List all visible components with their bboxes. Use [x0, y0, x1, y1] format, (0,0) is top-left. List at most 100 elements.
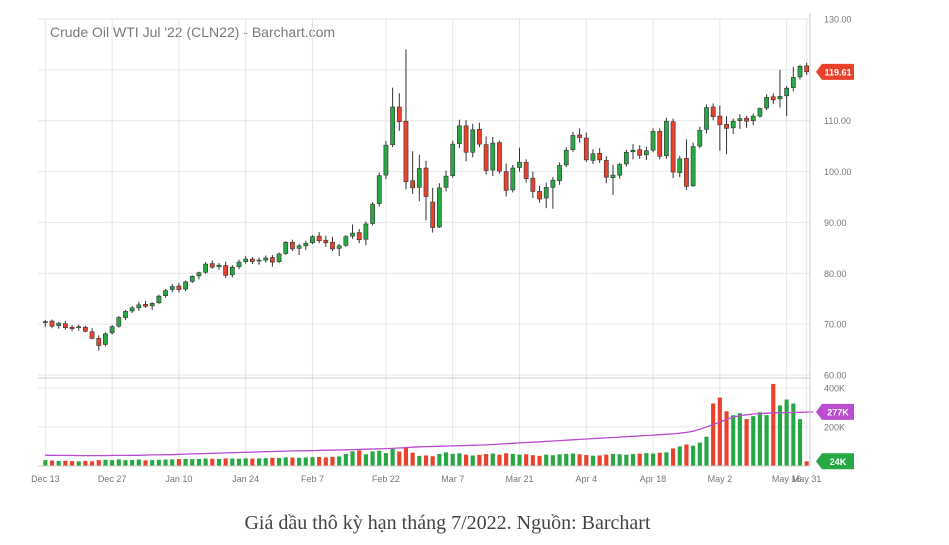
candle-body: [690, 146, 696, 187]
volume-bar: [751, 416, 756, 466]
volume-bar: [484, 454, 489, 466]
candle-body: [156, 295, 162, 304]
candle-body: [677, 158, 683, 173]
volume-bar: [731, 415, 736, 466]
candle-body: [570, 135, 576, 151]
candle-body: [243, 258, 249, 262]
volume-bar: [423, 455, 429, 466]
candle-body: [249, 258, 255, 262]
candle-body: [376, 175, 382, 204]
volume-bar: [236, 458, 242, 466]
candle-body: [450, 143, 456, 176]
price-tick-label: 100.00: [824, 167, 852, 177]
candle-body: [136, 304, 142, 309]
volume-bar: [657, 452, 662, 466]
volume-bar: [644, 453, 649, 466]
volume-bar: [330, 456, 335, 466]
candle-body: [336, 245, 342, 249]
volume-bar: [123, 460, 128, 466]
volume-bar: [684, 444, 689, 466]
volume-bar: [417, 455, 422, 466]
candle-body: [517, 162, 522, 168]
volume-bar: [130, 459, 135, 466]
candle-body: [229, 266, 235, 276]
candle-body: [757, 108, 763, 117]
volume-bar: [617, 454, 622, 466]
x-tick-label: Feb 22: [372, 474, 400, 484]
volume-bar: [383, 453, 389, 466]
volume-bar: [337, 456, 342, 466]
candle-body: [510, 167, 516, 191]
candle-body: [423, 167, 429, 197]
volume-bar: [650, 453, 656, 466]
candle-body: [169, 286, 175, 290]
candle-body: [42, 321, 48, 323]
volume-bar: [691, 445, 696, 466]
x-tick-label: Jan 10: [165, 474, 192, 484]
volume-bar: [630, 454, 636, 466]
candle-body: [183, 281, 188, 290]
candle-body: [777, 96, 783, 100]
candle-body: [477, 129, 482, 145]
volume-bar: [517, 454, 522, 466]
volume-bar: [777, 405, 783, 466]
candle-body: [236, 261, 242, 267]
volume-bar: [317, 457, 322, 466]
volume-bar: [256, 458, 262, 466]
candle-body: [490, 142, 496, 171]
candle-body: [76, 326, 82, 329]
volume-bar: [357, 450, 362, 466]
candle-body: [143, 304, 148, 307]
candle-body: [163, 290, 168, 296]
price-volume-chart: Crude Oil WTI Jul '22 (CLN22) - Barchart…: [31, 13, 854, 484]
candle-body: [396, 106, 402, 123]
candle-body: [770, 96, 776, 101]
candle-body: [223, 265, 229, 276]
volume-bar: [764, 415, 769, 466]
volume-bar: [323, 457, 328, 466]
volume-bar: [69, 461, 75, 466]
volume-bar: [637, 453, 642, 466]
candle-body: [63, 323, 68, 329]
volume-bar: [303, 457, 308, 466]
candle-body: [543, 187, 549, 199]
volume-bar: [183, 458, 188, 466]
chart-title: Crude Oil WTI Jul '22 (CLN22) - Barchart…: [50, 24, 335, 40]
volume-average-line: [45, 411, 814, 457]
volume-bar: [550, 455, 555, 466]
avg-volume-badge-text: 277K: [827, 407, 849, 417]
candle-body: [797, 65, 803, 78]
volume-bar: [136, 459, 141, 466]
candle-body: [623, 151, 629, 165]
candle-body: [370, 203, 375, 224]
volume-bar: [403, 447, 409, 466]
candle-body: [129, 307, 135, 312]
volume-bar: [343, 453, 348, 466]
volume-bar: [524, 454, 529, 466]
price-tick-label: 80.00: [824, 269, 847, 279]
volume-layer: [43, 383, 814, 466]
candle-body: [710, 106, 716, 117]
candle-body: [209, 263, 215, 268]
candle-body: [457, 125, 462, 144]
volume-bar: [544, 454, 549, 466]
volume-bar: [90, 461, 95, 466]
volume-bar: [537, 455, 542, 466]
candle-body: [443, 175, 449, 188]
volume-bar: [43, 460, 48, 466]
volume-bar: [270, 457, 275, 466]
volume-tick-label: 200K: [824, 422, 845, 432]
candle-body: [644, 150, 649, 156]
candle-body: [436, 187, 442, 228]
last-price-badge: 119.61: [816, 63, 854, 80]
candle-body: [56, 322, 62, 326]
volume-bar: [196, 458, 202, 466]
volume-bar: [190, 459, 195, 466]
volume-bar: [150, 460, 155, 466]
volume-bar: [110, 460, 115, 466]
candle-body: [697, 130, 703, 147]
volume-bar: [570, 453, 575, 466]
candle-body: [563, 149, 569, 166]
candle-body: [704, 107, 709, 130]
volume-bar: [664, 452, 669, 466]
